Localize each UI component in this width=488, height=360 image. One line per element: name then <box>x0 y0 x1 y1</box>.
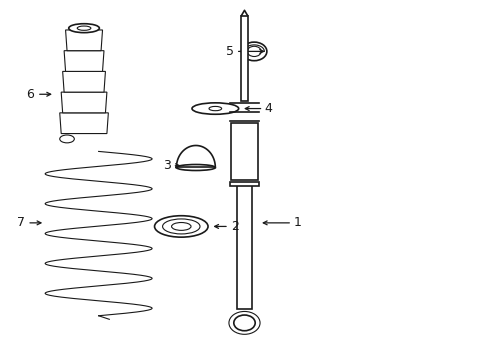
Circle shape <box>241 42 266 61</box>
Ellipse shape <box>171 222 191 230</box>
Polygon shape <box>229 182 259 186</box>
Text: 1: 1 <box>293 216 301 229</box>
Ellipse shape <box>77 26 91 30</box>
Polygon shape <box>61 92 107 113</box>
Text: 2: 2 <box>230 220 238 233</box>
Polygon shape <box>237 185 251 309</box>
Text: 7: 7 <box>17 216 25 229</box>
Circle shape <box>233 315 255 331</box>
Polygon shape <box>65 30 102 51</box>
Ellipse shape <box>162 219 200 234</box>
Ellipse shape <box>176 165 215 171</box>
Text: 4: 4 <box>264 102 272 115</box>
Polygon shape <box>60 113 108 134</box>
Ellipse shape <box>154 216 207 237</box>
Text: 6: 6 <box>26 88 35 101</box>
Ellipse shape <box>60 135 74 143</box>
Circle shape <box>247 46 261 57</box>
Text: 3: 3 <box>163 159 170 172</box>
Polygon shape <box>231 123 257 180</box>
Polygon shape <box>62 71 105 92</box>
Ellipse shape <box>208 107 221 111</box>
Ellipse shape <box>192 103 238 114</box>
Polygon shape <box>241 16 247 102</box>
Text: 5: 5 <box>225 45 233 58</box>
Ellipse shape <box>69 24 99 33</box>
Polygon shape <box>64 51 104 71</box>
